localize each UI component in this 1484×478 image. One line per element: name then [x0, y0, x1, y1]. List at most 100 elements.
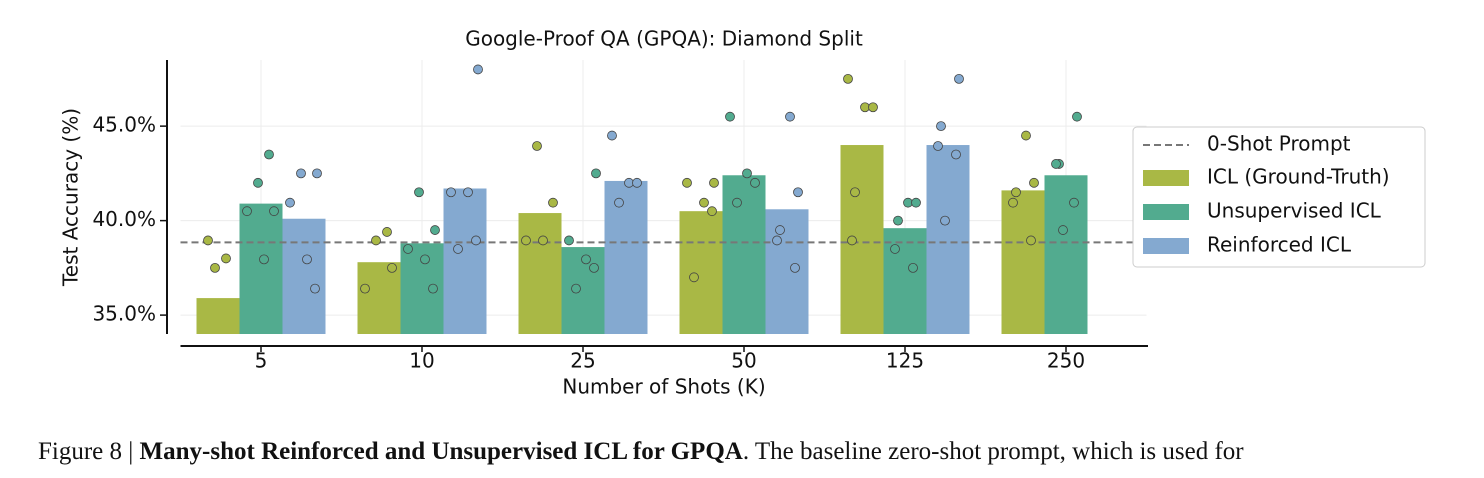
bar — [883, 228, 927, 334]
data-point — [564, 235, 574, 246]
caption-label: Figure 8 | — [38, 438, 134, 465]
data-point — [382, 227, 392, 237]
data-point — [589, 262, 599, 273]
data-point — [259, 254, 269, 265]
x-tick-label: 250 — [1047, 349, 1085, 373]
data-point — [591, 168, 601, 179]
data-point — [446, 187, 456, 198]
data-point — [793, 187, 803, 198]
bar — [443, 188, 487, 334]
data-point — [581, 254, 591, 265]
bar — [196, 298, 240, 334]
bar — [840, 145, 884, 334]
data-point — [548, 197, 558, 208]
data-point — [571, 283, 581, 294]
data-point — [682, 177, 692, 188]
x-tick-label: 125 — [886, 349, 924, 373]
caption-bold: Many-shot Reinforced and Unsupervised IC… — [139, 438, 743, 465]
data-point — [607, 130, 617, 141]
bar — [765, 209, 809, 334]
bar — [1001, 190, 1045, 334]
x-tick-label: 10 — [409, 349, 434, 373]
legend-swatch — [1143, 170, 1189, 186]
data-point — [790, 262, 800, 273]
data-point — [1069, 197, 1079, 208]
data-point — [264, 149, 274, 160]
data-point — [893, 215, 903, 226]
chart: Google-Proof QA (GPQA): Diamond Split Nu… — [59, 27, 1426, 399]
data-point — [253, 177, 263, 188]
bar — [926, 145, 970, 334]
data-point — [951, 149, 961, 160]
data-point — [732, 197, 742, 208]
y-axis-label: Test Accuracy (%) — [59, 108, 83, 287]
data-point — [430, 225, 440, 235]
y-tick-label: 35.0% — [92, 302, 156, 326]
data-point — [312, 168, 322, 179]
legend-label: Reinforced ICL — [1207, 233, 1352, 257]
bar — [282, 218, 326, 334]
data-point — [850, 187, 860, 198]
bar — [239, 203, 283, 334]
data-point — [1021, 130, 1031, 141]
legend-swatch — [1143, 204, 1189, 220]
data-point — [521, 235, 531, 246]
data-point — [221, 253, 231, 264]
data-point — [471, 235, 481, 246]
bar — [357, 262, 401, 334]
data-point — [360, 283, 370, 294]
data-point — [775, 225, 785, 235]
data-point — [1008, 197, 1018, 208]
y-tick-label: 40.0% — [92, 207, 156, 231]
data-point — [453, 244, 463, 254]
data-point — [203, 235, 213, 246]
data-point — [371, 235, 381, 246]
data-point — [420, 254, 430, 265]
x-tick-label: 50 — [731, 349, 756, 373]
bar — [722, 175, 766, 334]
data-point — [890, 244, 900, 254]
data-point — [1072, 111, 1082, 122]
data-point — [1029, 177, 1039, 188]
bar — [1044, 175, 1088, 334]
caption-text: . The baseline zero-shot prompt, which i… — [742, 438, 1244, 465]
data-point — [689, 272, 699, 283]
data-point — [785, 111, 795, 122]
x-tick-label: 5 — [255, 349, 268, 373]
data-point — [709, 177, 719, 188]
data-point — [532, 141, 542, 151]
data-point — [725, 111, 735, 122]
data-point — [911, 197, 921, 208]
legend-swatch — [1143, 238, 1189, 254]
data-point — [473, 64, 483, 75]
data-point — [414, 187, 424, 198]
data-point — [387, 262, 397, 273]
data-point — [1051, 159, 1061, 169]
legend-label: 0-Shot Prompt — [1207, 132, 1351, 156]
data-point — [296, 168, 306, 179]
data-point — [463, 187, 473, 198]
legend-label: Unsupervised ICL — [1207, 199, 1382, 223]
bar — [679, 211, 723, 334]
data-point — [707, 206, 717, 217]
bar — [518, 213, 562, 334]
data-point — [868, 102, 878, 113]
data-point — [772, 235, 782, 246]
legend-label: ICL (Ground-Truth) — [1207, 165, 1390, 189]
data-point — [285, 197, 295, 208]
data-point — [750, 177, 760, 188]
data-point — [1011, 187, 1021, 198]
chart-title: Google-Proof QA (GPQA): Diamond Split — [465, 27, 863, 51]
x-tick-label: 25 — [570, 349, 595, 373]
bar — [604, 180, 648, 334]
data-point — [428, 283, 438, 294]
data-point — [908, 262, 918, 273]
data-point — [936, 121, 946, 132]
data-point — [954, 73, 964, 84]
x-axis-label: Number of Shots (K) — [562, 375, 765, 399]
legend-box — [1132, 126, 1426, 268]
data-point — [403, 244, 413, 254]
data-point — [843, 73, 853, 84]
data-point — [1058, 225, 1068, 235]
